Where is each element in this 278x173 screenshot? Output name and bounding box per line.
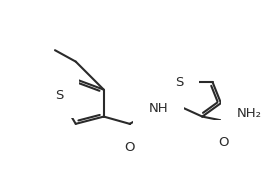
Text: O: O (218, 136, 228, 149)
Text: S: S (175, 76, 184, 89)
Text: O: O (125, 141, 135, 154)
Text: NH₂: NH₂ (237, 107, 261, 120)
Text: NH: NH (149, 102, 168, 115)
Text: S: S (55, 89, 63, 102)
